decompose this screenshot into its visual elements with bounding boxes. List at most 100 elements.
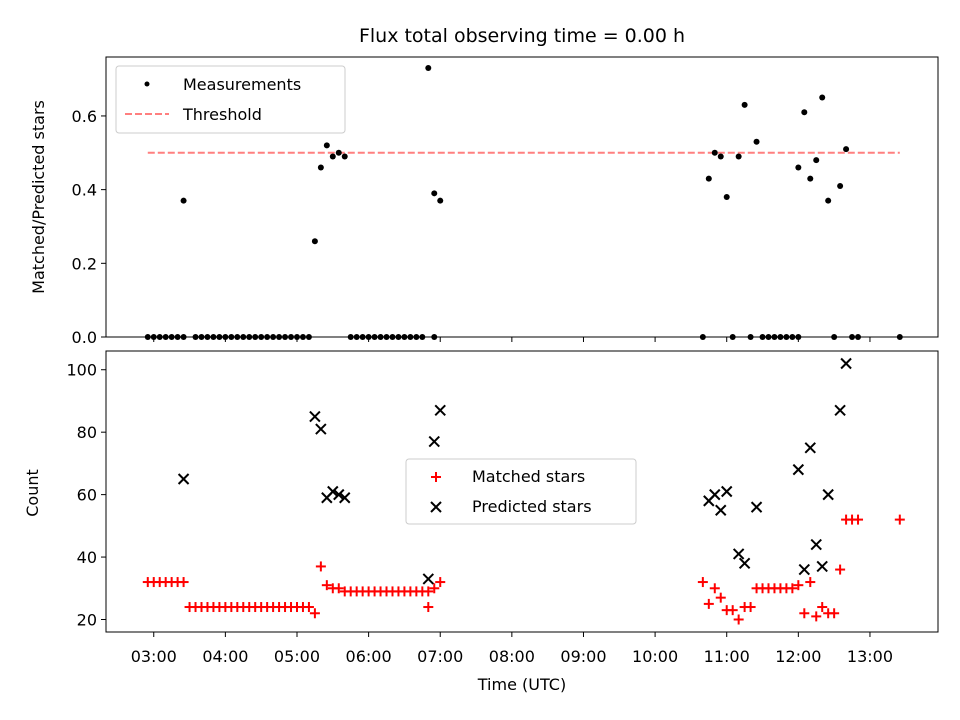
bottom-panel: 20 40 60 80 100 03:00 04:00 05:00 06:00 07:00 08:… [23,350,939,694]
x-tick-label: 10:00 [632,647,678,666]
measurement-point [741,101,748,108]
top-panel: 0.0 0.2 0.4 0.6 Matched/Predicted stars Mea… [29,56,939,347]
measurement-point [329,153,336,160]
matched-star-point [333,583,344,594]
top-legend: Measurements Threshold [115,65,346,134]
predicted-star-point [327,485,339,498]
matched-star-point [423,586,434,597]
matched-star-point [799,608,810,619]
legend-threshold-label: Threshold [182,105,262,124]
top-y-tick-label: 0.0 [72,328,97,347]
measurement-point [323,142,330,149]
predicted-star-point [721,485,733,498]
matched-star-point [178,577,189,588]
x-tick-label: 11:00 [704,647,750,666]
predicted-star-point [822,488,834,501]
x-tick-label: 07:00 [417,647,463,666]
top-axes-frame [105,56,939,338]
measurement-point [801,109,808,116]
predicted-star-point [840,357,852,370]
x-tick-label: 04:00 [202,647,248,666]
predicted-star-point [339,492,351,504]
matched-star-point [829,608,840,619]
predicted-star-point [834,404,846,417]
bottom-y-tick-label: 40 [77,548,97,567]
measurement-point [837,182,844,189]
top-y-tick-label: 0.2 [72,254,97,273]
matched-star-point [697,577,708,588]
measurement-point [425,65,432,72]
predicted-star-point [434,404,446,417]
predicted-star-point [309,410,321,423]
matched-star-point [835,564,846,575]
matched-star-point [303,602,314,613]
measurement-point [341,153,348,160]
matched-star-point [709,583,720,594]
predicted-star-point [715,504,727,516]
legend-measurements-label: Measurements [183,75,301,94]
bottom-axes-frame [105,350,939,633]
measurement-point [437,197,444,204]
measurement-point [795,164,802,171]
matched-star-point [321,580,332,591]
matched-star-point [894,514,905,525]
predicted-star-point [816,560,828,573]
measurement-point [723,194,730,200]
measurement-point [813,157,820,164]
top-x-ticks [153,337,871,342]
predicted-star-point [738,557,751,570]
measurement-point [705,175,712,182]
matched-star-point [811,611,822,622]
matched-star-point [817,602,828,613]
matched-star-point [315,561,326,572]
matched-star-point [309,608,320,619]
x-tick-label: 05:00 [274,647,320,666]
bottom-legend-box [405,458,637,525]
legend-matched-label: Matched stars [472,467,585,486]
top-legend-box [115,65,346,134]
measurement-point [317,164,324,171]
measurement-point [819,94,826,101]
predicted-star-point [333,488,345,501]
matched-star-point [805,577,816,588]
measurement-point [807,175,814,182]
measurement-point [843,146,850,153]
predicted-star-point [804,442,816,454]
matched-star-point [435,577,446,588]
legend-predicted-marker [430,501,442,513]
bottom-y-axis-label: Count [23,469,42,517]
predicted-star-point [422,573,435,585]
predicted-star-point [732,548,745,560]
matched-star-point [703,598,714,609]
bottom-marks [142,357,905,625]
matched-star-point [853,514,864,525]
measurement-point [717,153,724,160]
predicted-star-point [709,488,721,501]
measurement-point [735,153,742,160]
x-tick-label: 12:00 [775,647,821,666]
bottom-legend: Matched stars Predicted stars [405,458,637,525]
measurement-point [180,197,187,204]
bottom-y-tick-label: 20 [77,611,97,630]
x-tick-label: 09:00 [560,647,606,666]
measurement-point [311,238,318,245]
predicted-star-point [810,538,822,551]
top-y-tick-label: 0.6 [72,107,97,126]
predicted-star-point [792,463,805,476]
matched-star-point [715,592,726,603]
bottom-y-tick-label: 80 [77,423,97,442]
top-y-tick-label: 0.4 [72,181,97,200]
legend-matched-marker [431,472,441,482]
predicted-star-point [315,423,327,435]
legend-measurements-marker [144,81,150,87]
bottom-y-tick-label: 60 [77,486,97,505]
chart-title: Flux total observing time = 0.00 h [359,25,685,47]
x-tick-label: 08:00 [489,647,535,666]
bottom-x-ticks: 03:00 04:00 05:00 06:00 07:00 08:00 09:00 10:00… [131,632,893,666]
predicted-star-point [177,473,190,485]
matched-star-point [745,602,756,613]
bottom-y-tick-label: 100 [66,361,97,380]
bottom-y-ticks: 20 40 60 80 100 [66,361,106,630]
matched-star-point [733,614,744,625]
